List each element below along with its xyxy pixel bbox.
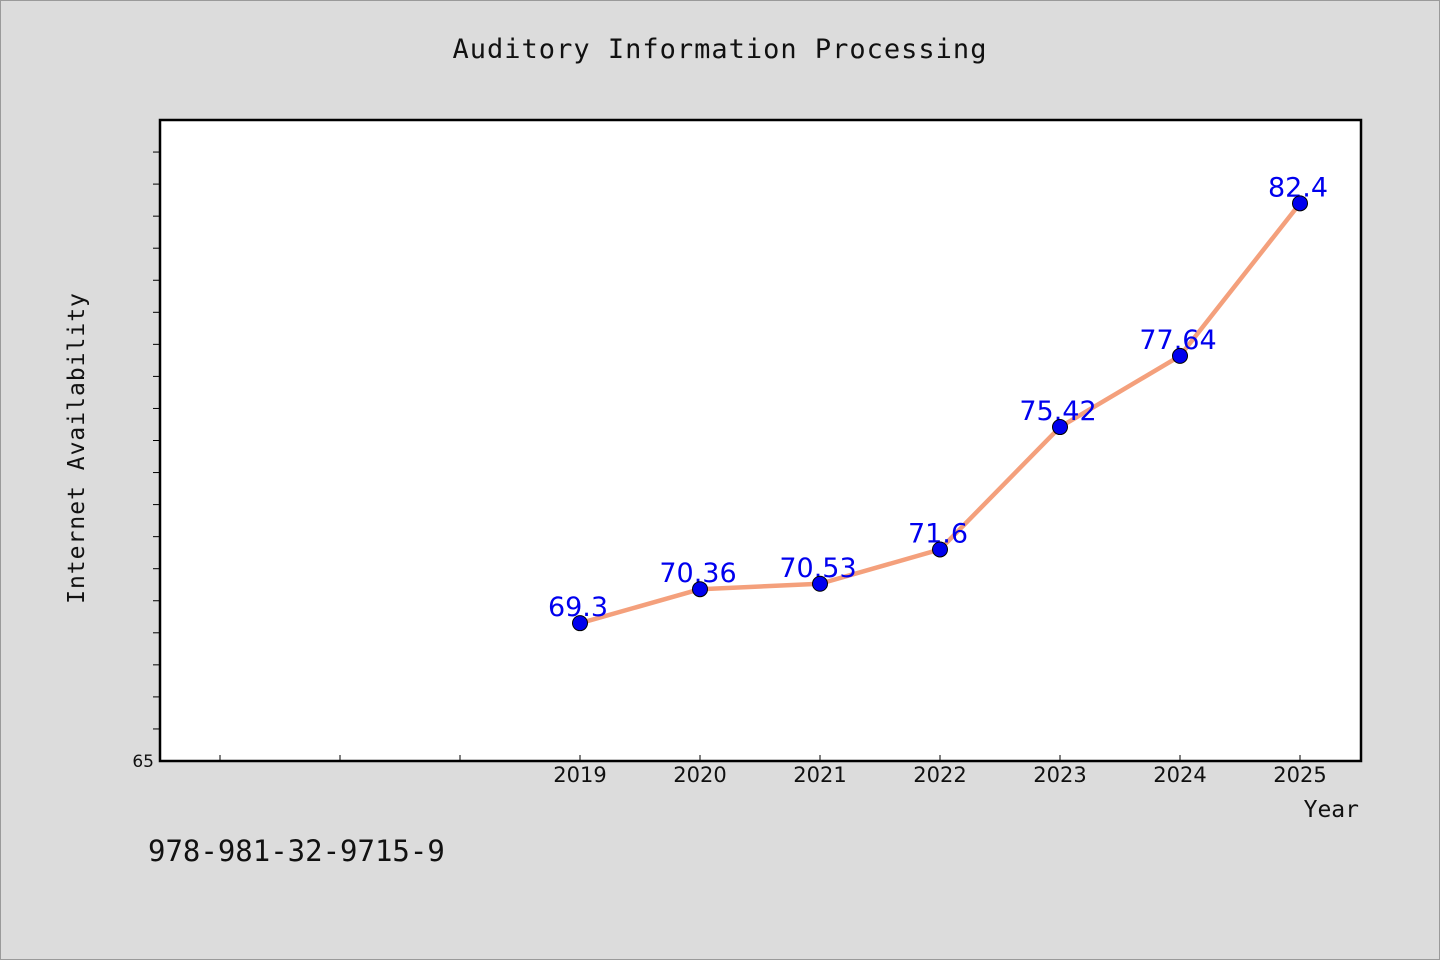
data-point — [932, 541, 948, 558]
data-point — [1292, 195, 1308, 212]
x-tick-label: 2024 — [1153, 763, 1206, 787]
data-point — [692, 581, 708, 598]
data-point — [1172, 347, 1188, 364]
x-tick-label: 2025 — [1273, 763, 1326, 787]
x-axis-label: Year — [1304, 797, 1359, 823]
y-tick-label: 65 — [132, 752, 154, 772]
isbn-text: 978-981-32-9715-9 — [148, 834, 445, 868]
x-tick-label: 2021 — [793, 763, 846, 787]
y-axis-label: Internet Availability — [64, 292, 90, 604]
plot-area — [158, 118, 1363, 763]
x-tick-label: 2019 — [553, 763, 606, 787]
chart-title: Auditory Information Processing — [452, 34, 988, 65]
data-point — [1052, 419, 1068, 436]
x-tick-label: 2020 — [673, 763, 726, 787]
x-tick-label: 2023 — [1033, 763, 1086, 787]
x-tick-label: 2022 — [913, 763, 966, 787]
data-point — [572, 615, 588, 632]
data-point — [812, 575, 828, 592]
